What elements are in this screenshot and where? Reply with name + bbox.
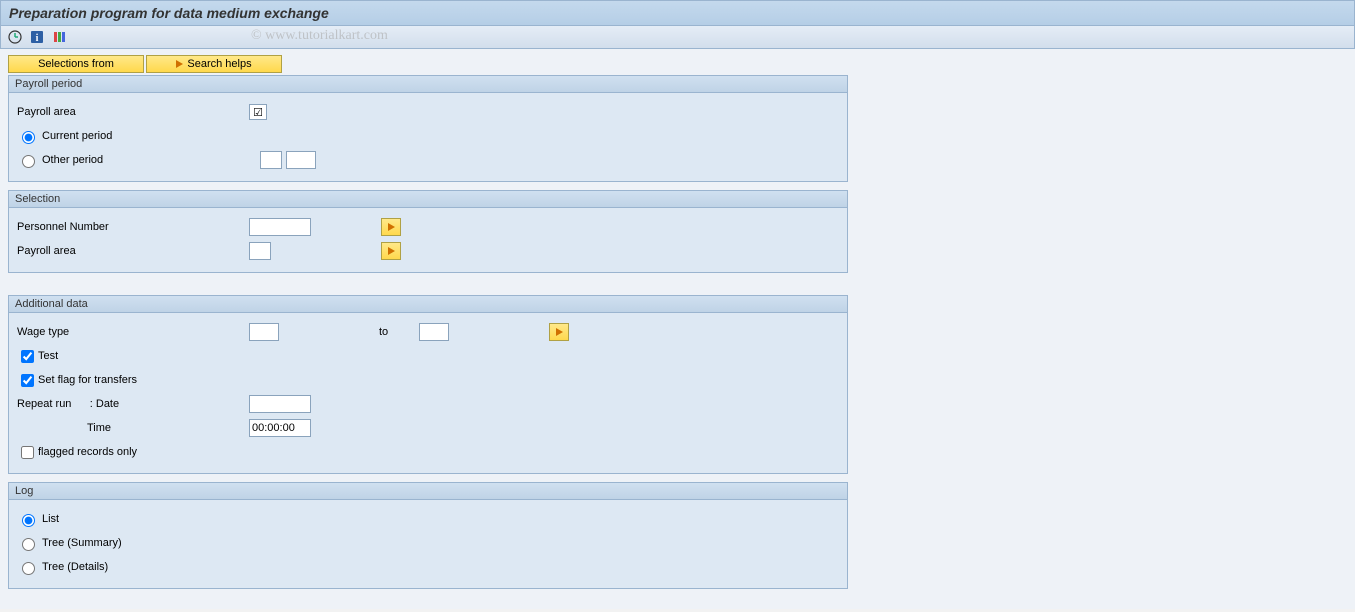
row-payroll-area: Payroll area ☑: [17, 101, 839, 123]
group-additional: Additional data Wage type to Test Set fl…: [8, 295, 848, 474]
row-personnel-number: Personnel Number: [17, 216, 839, 238]
personnel-number-multisel[interactable]: [381, 218, 401, 236]
row-payroll-area-sel: Payroll area: [17, 240, 839, 262]
to-label: to: [379, 326, 419, 338]
personnel-number-label: Personnel Number: [17, 221, 237, 233]
row-time: Time: [17, 417, 839, 439]
personnel-number-input[interactable]: [249, 218, 311, 236]
arrow-icon: [176, 60, 183, 68]
current-period-label: Current period: [42, 130, 112, 142]
row-log-tree-summary: Tree (Summary): [17, 532, 839, 554]
arrow-icon: [388, 247, 395, 255]
group-selection: Selection Personnel Number Payroll area: [8, 190, 848, 273]
arrow-icon: [556, 328, 563, 336]
row-wage-type: Wage type to: [17, 321, 839, 343]
button-row: Selections from Search helps: [8, 55, 1347, 73]
row-other-period: Other period: [17, 149, 839, 171]
execute-icon[interactable]: [7, 29, 23, 45]
payroll-area-sel-input[interactable]: [249, 242, 271, 260]
group-header-payroll: Payroll period: [9, 76, 847, 93]
log-tree-summary-radio[interactable]: [22, 538, 35, 551]
payroll-area-sel-label: Payroll area: [17, 245, 237, 257]
other-period-radio[interactable]: [22, 155, 35, 168]
arrow-icon: [388, 223, 395, 231]
payroll-area-label: Payroll area: [17, 106, 237, 118]
flagged-only-label: flagged records only: [38, 446, 137, 458]
set-flag-label: Set flag for transfers: [38, 374, 137, 386]
row-test: Test: [17, 345, 839, 367]
current-period-radio[interactable]: [22, 131, 35, 144]
log-tree-summary-label: Tree (Summary): [42, 537, 122, 549]
row-set-flag: Set flag for transfers: [17, 369, 839, 391]
log-list-radio[interactable]: [22, 514, 35, 527]
row-flagged-only: flagged records only: [17, 441, 839, 463]
time-label: Time: [17, 422, 237, 434]
set-flag-checkbox[interactable]: [21, 374, 34, 387]
title-text: Preparation program for data medium exch…: [9, 5, 329, 21]
wage-type-from[interactable]: [249, 323, 279, 341]
other-period-input2[interactable]: [286, 151, 316, 169]
content-area: Selections from Search helps Payroll per…: [0, 49, 1355, 609]
window-title: Preparation program for data medium exch…: [0, 0, 1355, 26]
log-tree-details-radio[interactable]: [22, 562, 35, 575]
repeat-run-date[interactable]: [249, 395, 311, 413]
flagged-only-checkbox[interactable]: [21, 446, 34, 459]
search-helps-label: Search helps: [187, 58, 251, 70]
group-header-log: Log: [9, 483, 847, 500]
svg-text:i: i: [36, 33, 39, 44]
wage-type-multisel[interactable]: [549, 323, 569, 341]
watermark: © www.tutorialkart.com: [251, 28, 388, 44]
selections-from-button[interactable]: Selections from: [8, 55, 144, 73]
row-log-list: List: [17, 508, 839, 530]
group-payroll-period: Payroll period Payroll area ☑ Current pe…: [8, 75, 848, 182]
other-period-label: Other period: [42, 154, 244, 166]
test-checkbox[interactable]: [21, 350, 34, 363]
group-log: Log List Tree (Summary) Tree (Details): [8, 482, 848, 589]
test-label: Test: [38, 350, 58, 362]
payroll-area-box[interactable]: ☑: [249, 104, 267, 120]
search-helps-button[interactable]: Search helps: [146, 55, 282, 73]
payroll-area-multisel[interactable]: [381, 242, 401, 260]
row-current-period: Current period: [17, 125, 839, 147]
wage-type-to[interactable]: [419, 323, 449, 341]
group-header-additional: Additional data: [9, 296, 847, 313]
application-toolbar: i © www.tutorialkart.com: [0, 26, 1355, 49]
other-period-input1[interactable]: [260, 151, 282, 169]
info-icon[interactable]: i: [29, 29, 45, 45]
wage-type-label: Wage type: [17, 326, 237, 338]
group-header-selection: Selection: [9, 191, 847, 208]
log-tree-details-label: Tree (Details): [42, 561, 108, 573]
row-log-tree-details: Tree (Details): [17, 556, 839, 578]
log-list-label: List: [42, 513, 59, 525]
variants-icon[interactable]: [51, 29, 67, 45]
time-input[interactable]: [249, 419, 311, 437]
row-repeat-run: Repeat run : Date: [17, 393, 839, 415]
selections-from-label: Selections from: [38, 58, 114, 70]
repeat-run-label: Repeat run : Date: [17, 398, 237, 410]
